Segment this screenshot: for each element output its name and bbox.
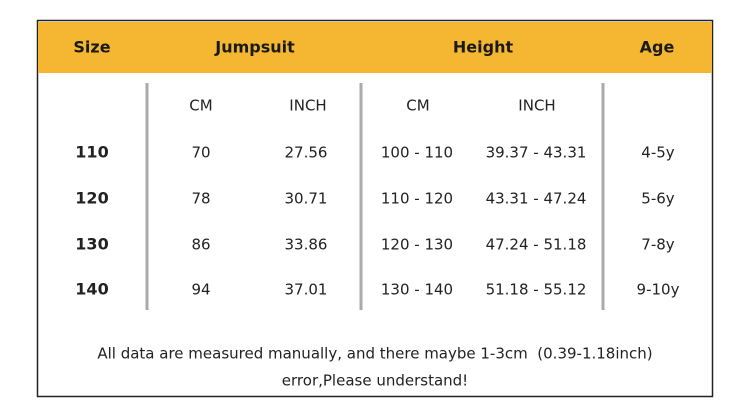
table-cell: 33.86 [285, 236, 328, 254]
size-cell: 120 [75, 189, 108, 208]
subheader-cell: CM [189, 97, 212, 115]
table-cell: 4-5y [641, 144, 674, 162]
header-cell: Height [453, 38, 514, 57]
header-cell: Age [640, 38, 675, 57]
subheader-cell: INCH [518, 97, 555, 115]
subheader-cell: CM [406, 97, 429, 115]
size-cell: 140 [75, 280, 108, 299]
table-cell: 78 [191, 190, 210, 208]
header-cell: Jumpsuit [214, 38, 295, 57]
table-cell: 47.24 - 51.18 [486, 236, 587, 254]
table-cell: 39.37 - 43.31 [486, 144, 587, 162]
table-cell: 5-6y [641, 190, 674, 208]
frame [36, 19, 714, 398]
footer-note: error,Please understand! [282, 372, 468, 390]
header-cell: Size [73, 38, 110, 57]
table-cell: 27.56 [285, 144, 328, 162]
footer-note: All data are measured manually, and ther… [97, 345, 652, 363]
table-cell: 86 [191, 236, 210, 254]
subheader-cell: INCH [289, 97, 326, 115]
table-cell: 94 [191, 281, 210, 299]
table-cell: 130 - 140 [381, 281, 453, 299]
table-cell: 9-10y [637, 281, 680, 299]
table-cell: 110 - 120 [381, 190, 453, 208]
table-cell: 7-8y [641, 236, 674, 254]
size-cell: 110 [75, 143, 108, 162]
table-cell: 43.31 - 47.24 [486, 190, 587, 208]
table-cell: 37.01 [285, 281, 328, 299]
size-cell: 130 [75, 235, 108, 254]
table-cell: 70 [191, 144, 210, 162]
table-cell: 51.18 - 55.12 [486, 281, 587, 299]
table-cell: 120 - 130 [381, 236, 453, 254]
table-cell: 30.71 [285, 190, 328, 208]
table-cell: 100 - 110 [381, 144, 453, 162]
header-band [38, 22, 712, 73]
